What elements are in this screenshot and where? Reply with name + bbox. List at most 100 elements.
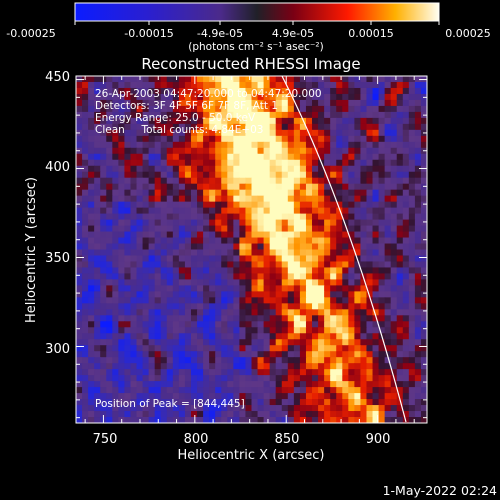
heatmap-cell <box>112 76 119 83</box>
heatmap-cell <box>88 195 95 203</box>
heatmap-cell <box>100 309 107 316</box>
heatmap-cell <box>408 357 416 364</box>
heatmap-cell <box>299 267 307 275</box>
heatmap-cell <box>142 93 150 101</box>
heatmap-cell <box>366 405 374 412</box>
heatmap-cell <box>124 285 132 292</box>
heatmap-cell <box>366 261 374 269</box>
heatmap-cell <box>366 309 374 316</box>
heatmap-cell <box>172 147 180 155</box>
x-tick-label: 900 <box>366 432 391 447</box>
heatmap-cell <box>136 333 144 340</box>
heatmap-cell <box>312 303 319 310</box>
heatmap-cell <box>263 339 271 346</box>
heatmap-cell <box>372 273 380 281</box>
heatmap-cell <box>251 207 259 215</box>
heatmap-cell <box>203 123 210 131</box>
heatmap-cell <box>342 111 349 119</box>
heatmap-cell <box>197 417 204 423</box>
heatmap-cell <box>312 129 319 137</box>
heatmap-cell <box>245 93 253 101</box>
heatmap-cell <box>130 363 138 370</box>
heatmap-cell <box>305 309 313 316</box>
heatmap-cell <box>227 76 234 83</box>
heatmap-cell <box>378 189 386 197</box>
heatmap-cell <box>414 297 422 304</box>
heatmap-cell <box>82 99 89 107</box>
heatmap-cell <box>360 357 368 364</box>
heatmap-cell <box>378 129 386 137</box>
heatmap-cell <box>408 393 416 400</box>
heatmap-cell <box>324 249 331 257</box>
heatmap-cell <box>124 105 132 113</box>
heatmap-cell <box>360 393 368 400</box>
heatmap-cell <box>257 219 265 227</box>
heatmap-cell <box>227 285 234 292</box>
heatmap-cell <box>360 171 368 179</box>
heatmap-cell <box>178 393 186 400</box>
heatmap-cell <box>209 159 216 167</box>
heatmap-cell <box>366 129 374 137</box>
heatmap-cell <box>136 201 144 209</box>
heatmap-cell <box>354 321 362 328</box>
heatmap-cell <box>190 231 198 239</box>
heatmap-cell <box>172 303 180 310</box>
heatmap-cell <box>299 393 307 400</box>
heatmap-cell <box>336 153 343 161</box>
heatmap-cell <box>299 183 307 191</box>
heatmap-cell <box>281 321 289 328</box>
heatmap-cell <box>318 399 325 406</box>
heatmap-cell <box>178 225 186 233</box>
heatmap-cell <box>227 369 234 376</box>
heatmap-cell <box>348 321 355 328</box>
heatmap-cell <box>342 273 349 281</box>
heatmap-cell <box>88 129 95 137</box>
heatmap-cell <box>112 207 119 215</box>
heatmap-cell <box>336 177 343 185</box>
heatmap-cell <box>360 351 368 358</box>
heatmap-cell <box>342 105 349 113</box>
heatmap-cell <box>124 273 132 281</box>
heatmap-cell <box>245 273 253 281</box>
heatmap-cell <box>233 315 240 322</box>
heatmap-cell <box>160 297 168 304</box>
heatmap-cell <box>239 333 247 340</box>
heatmap-cell <box>281 339 289 346</box>
heatmap-cell <box>88 387 95 394</box>
heatmap-cell <box>390 213 398 221</box>
heatmap-cell <box>251 99 259 107</box>
heatmap-cell <box>227 405 234 412</box>
heatmap-cell <box>396 123 404 131</box>
heatmap-cell <box>384 207 392 215</box>
heatmap-cell <box>342 297 349 304</box>
heatmap-cell <box>88 147 95 155</box>
heatmap-cell <box>257 123 265 131</box>
heatmap-cell <box>227 231 234 239</box>
heatmap-cell <box>94 165 101 173</box>
heatmap-cell <box>124 93 132 101</box>
heatmap-cell <box>142 159 150 167</box>
heatmap-cell <box>227 297 234 304</box>
heatmap-cell <box>330 279 337 286</box>
heatmap-cell <box>233 195 240 203</box>
heatmap-cell <box>299 351 307 358</box>
heatmap-cell <box>178 351 186 358</box>
heatmap-cell <box>112 219 119 227</box>
heatmap-cell <box>360 129 368 137</box>
heatmap-cell <box>118 291 126 298</box>
heatmap-cell <box>360 303 368 310</box>
heatmap-cell <box>178 177 186 185</box>
heatmap-cell <box>354 153 362 161</box>
heatmap-cell <box>118 81 126 89</box>
heatmap-cell <box>318 285 325 292</box>
heatmap-cell <box>160 393 168 400</box>
heatmap-cell <box>312 321 319 328</box>
heatmap-cell <box>100 153 107 161</box>
heatmap-cell <box>76 81 83 89</box>
heatmap-cell <box>209 183 216 191</box>
heatmap-cell <box>118 213 126 221</box>
heatmap-cell <box>82 273 89 281</box>
heatmap-cell <box>88 153 95 161</box>
heatmap-cell <box>354 249 362 257</box>
heatmap-cell <box>154 111 162 119</box>
